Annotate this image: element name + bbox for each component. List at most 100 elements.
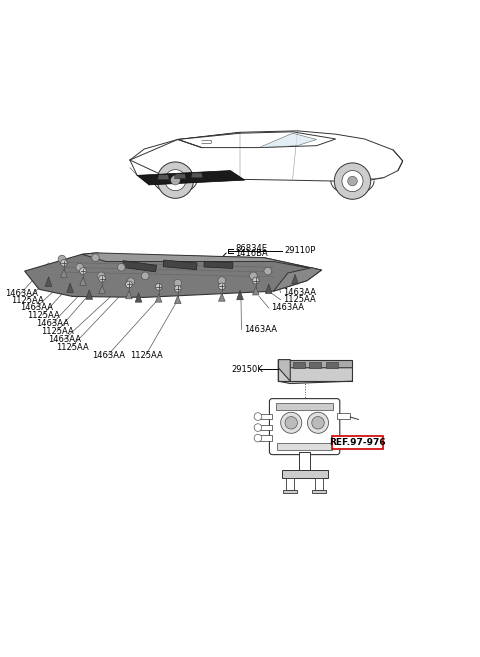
Polygon shape [86, 290, 93, 300]
Polygon shape [282, 470, 327, 478]
Text: 1463AA: 1463AA [244, 325, 277, 334]
Circle shape [157, 162, 193, 198]
Text: 1125AA: 1125AA [41, 327, 74, 336]
Circle shape [97, 272, 105, 280]
Polygon shape [278, 368, 352, 384]
Circle shape [156, 284, 162, 290]
Circle shape [60, 260, 67, 266]
Polygon shape [276, 403, 333, 410]
Polygon shape [82, 253, 322, 270]
Text: 29110P: 29110P [284, 246, 315, 256]
Bar [310, 362, 322, 368]
Circle shape [92, 254, 99, 261]
Circle shape [165, 170, 186, 191]
Circle shape [58, 256, 66, 263]
Polygon shape [337, 413, 350, 419]
Circle shape [342, 171, 363, 192]
Circle shape [312, 417, 324, 429]
Text: 1125AA: 1125AA [283, 295, 316, 304]
Polygon shape [24, 253, 322, 298]
Polygon shape [315, 478, 323, 490]
Circle shape [174, 285, 181, 292]
Polygon shape [287, 478, 294, 490]
Text: 1463AA: 1463AA [271, 304, 304, 313]
Polygon shape [283, 490, 298, 493]
Text: 1416BA: 1416BA [235, 249, 268, 258]
Circle shape [127, 278, 135, 285]
Circle shape [142, 272, 149, 280]
Polygon shape [67, 283, 73, 292]
Circle shape [174, 279, 181, 287]
Polygon shape [126, 290, 132, 299]
Polygon shape [312, 490, 326, 493]
Text: 1463AA: 1463AA [20, 304, 53, 313]
Polygon shape [191, 173, 203, 178]
Polygon shape [135, 292, 142, 302]
Text: 1125AA: 1125AA [27, 311, 60, 319]
FancyBboxPatch shape [332, 436, 383, 449]
Text: 1463AA: 1463AA [283, 288, 316, 297]
Polygon shape [259, 133, 317, 148]
Circle shape [218, 277, 226, 284]
Circle shape [348, 176, 357, 186]
FancyBboxPatch shape [269, 399, 340, 455]
Circle shape [254, 424, 262, 432]
Polygon shape [274, 267, 322, 291]
Polygon shape [278, 359, 290, 381]
Polygon shape [99, 285, 106, 294]
Polygon shape [237, 290, 243, 300]
Polygon shape [156, 294, 162, 302]
Circle shape [334, 163, 371, 199]
Polygon shape [45, 277, 52, 286]
Polygon shape [278, 359, 352, 368]
Polygon shape [258, 424, 272, 430]
Polygon shape [137, 171, 245, 185]
Polygon shape [178, 139, 202, 148]
Text: 1125AA: 1125AA [56, 343, 88, 351]
Text: 1463AA: 1463AA [36, 319, 70, 328]
Polygon shape [174, 296, 181, 304]
Text: 1125AA: 1125AA [130, 351, 163, 360]
Circle shape [170, 175, 180, 185]
Polygon shape [218, 293, 225, 301]
Circle shape [252, 277, 259, 284]
Bar [163, 260, 197, 269]
Circle shape [218, 283, 225, 290]
Polygon shape [157, 175, 169, 179]
Circle shape [118, 263, 125, 271]
Polygon shape [292, 275, 299, 284]
Polygon shape [80, 277, 86, 285]
Circle shape [254, 434, 262, 442]
Polygon shape [178, 132, 336, 148]
Polygon shape [174, 174, 186, 179]
Polygon shape [299, 452, 311, 470]
Polygon shape [258, 414, 272, 419]
Text: 86834E: 86834E [235, 244, 267, 253]
Bar [326, 362, 338, 368]
Polygon shape [60, 269, 67, 277]
Bar [293, 362, 305, 368]
Circle shape [126, 281, 132, 288]
Circle shape [250, 272, 257, 280]
Text: 1463AA: 1463AA [92, 351, 125, 360]
Text: REF.97-976: REF.97-976 [329, 438, 385, 447]
Polygon shape [130, 131, 403, 181]
Circle shape [285, 417, 298, 429]
Circle shape [264, 267, 272, 275]
Circle shape [80, 267, 86, 275]
Polygon shape [252, 287, 259, 295]
Text: 1125AA: 1125AA [11, 296, 44, 305]
Circle shape [281, 412, 302, 434]
Polygon shape [265, 284, 272, 294]
Circle shape [99, 275, 106, 282]
Bar [204, 261, 233, 269]
Polygon shape [258, 435, 272, 441]
Text: 1463AA: 1463AA [5, 288, 38, 298]
Circle shape [254, 413, 262, 420]
Text: 1463AA: 1463AA [48, 335, 82, 344]
Text: 29150K: 29150K [231, 365, 263, 374]
Polygon shape [277, 443, 332, 450]
Circle shape [76, 263, 84, 271]
Bar [122, 261, 156, 272]
Circle shape [308, 412, 328, 434]
